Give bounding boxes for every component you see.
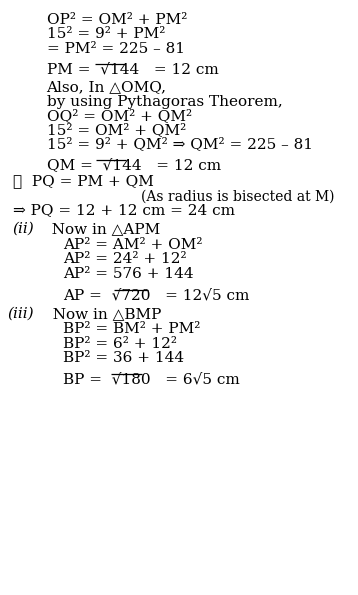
Text: (ii): (ii) [13, 222, 34, 236]
Text: AP² = 24² + 12²: AP² = 24² + 12² [63, 252, 186, 267]
Text: BP =  √180   = 6√5 cm: BP = √180 = 6√5 cm [63, 372, 240, 387]
Text: AP² = AM² + OM²: AP² = AM² + OM² [63, 238, 202, 252]
Text: AP² = 576 + 144: AP² = 576 + 144 [63, 267, 193, 281]
Text: Now in △APM: Now in △APM [42, 222, 161, 236]
Text: PM =  √144   = 12 cm: PM = √144 = 12 cm [47, 62, 218, 77]
Text: = PM² = 225 – 81: = PM² = 225 – 81 [47, 42, 184, 56]
Text: Now in △BMP: Now in △BMP [43, 307, 162, 321]
Text: BP² = 6² + 12²: BP² = 6² + 12² [63, 337, 176, 351]
Text: 15² = 9² + QM² ⇒ QM² = 225 – 81: 15² = 9² + QM² ⇒ QM² = 225 – 81 [47, 137, 313, 152]
Text: 15² = OM² + QM²: 15² = OM² + QM² [47, 123, 186, 137]
Text: Also, In △OMQ,: Also, In △OMQ, [47, 80, 166, 95]
Text: ∴  PQ = PM + QM: ∴ PQ = PM + QM [13, 174, 154, 189]
Text: (As radius is bisected at M): (As radius is bisected at M) [141, 189, 335, 203]
Text: by using Pythagoras Theorem,: by using Pythagoras Theorem, [47, 95, 282, 109]
Text: 15² = 9² + PM²: 15² = 9² + PM² [47, 27, 165, 42]
Text: ⇒ PQ = 12 + 12 cm = 24 cm: ⇒ PQ = 12 + 12 cm = 24 cm [13, 203, 234, 218]
Text: (iii): (iii) [7, 307, 34, 321]
Text: AP =  √720   = 12√5 cm: AP = √720 = 12√5 cm [63, 288, 249, 302]
Text: OQ² = OM² + QM²: OQ² = OM² + QM² [47, 109, 192, 123]
Text: OP² = OM² + PM²: OP² = OM² + PM² [47, 13, 187, 27]
Text: QM =  √144   = 12 cm: QM = √144 = 12 cm [47, 158, 221, 173]
Text: BP² = BM² + PM²: BP² = BM² + PM² [63, 322, 200, 337]
Text: BP² = 36 + 144: BP² = 36 + 144 [63, 351, 184, 365]
